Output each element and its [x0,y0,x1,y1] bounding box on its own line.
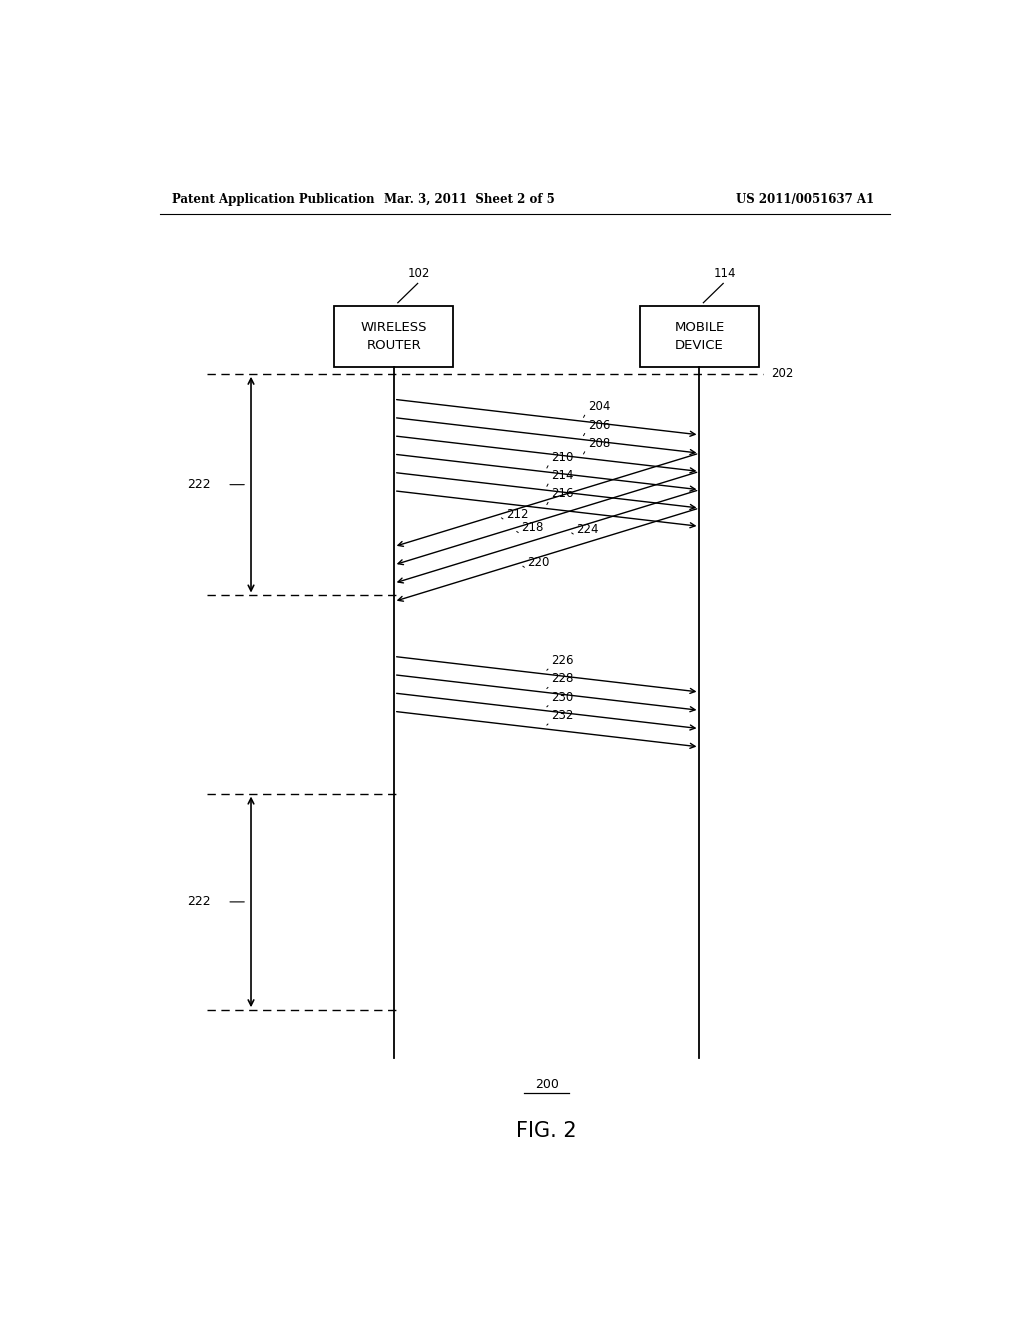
Text: 222: 222 [187,478,211,491]
Text: US 2011/0051637 A1: US 2011/0051637 A1 [736,193,873,206]
Text: 230: 230 [551,690,573,704]
Text: 216: 216 [551,487,573,500]
Text: 228: 228 [551,672,573,685]
Text: Mar. 3, 2011  Sheet 2 of 5: Mar. 3, 2011 Sheet 2 of 5 [384,193,555,206]
Text: FIG. 2: FIG. 2 [516,1121,577,1140]
Text: 204: 204 [588,400,610,413]
Text: 202: 202 [771,367,794,380]
Text: 232: 232 [551,709,573,722]
Text: 222: 222 [187,895,211,908]
Text: MOBILE
DEVICE: MOBILE DEVICE [674,321,725,351]
Text: WIRELESS
ROUTER: WIRELESS ROUTER [360,321,427,351]
Bar [640,306,759,367]
Text: 102: 102 [409,268,430,280]
Text: 220: 220 [527,556,550,569]
Text: 206: 206 [588,418,610,432]
Text: 200: 200 [535,1078,558,1092]
Text: 214: 214 [551,469,573,482]
Text: 226: 226 [551,655,573,667]
Text: 114: 114 [714,268,736,280]
Text: 224: 224 [577,523,599,536]
Text: 210: 210 [551,451,573,463]
Text: 212: 212 [506,508,528,521]
Bar [334,306,454,367]
Text: 208: 208 [588,437,610,450]
Text: Patent Application Publication: Patent Application Publication [172,193,374,206]
Text: 218: 218 [521,521,544,535]
